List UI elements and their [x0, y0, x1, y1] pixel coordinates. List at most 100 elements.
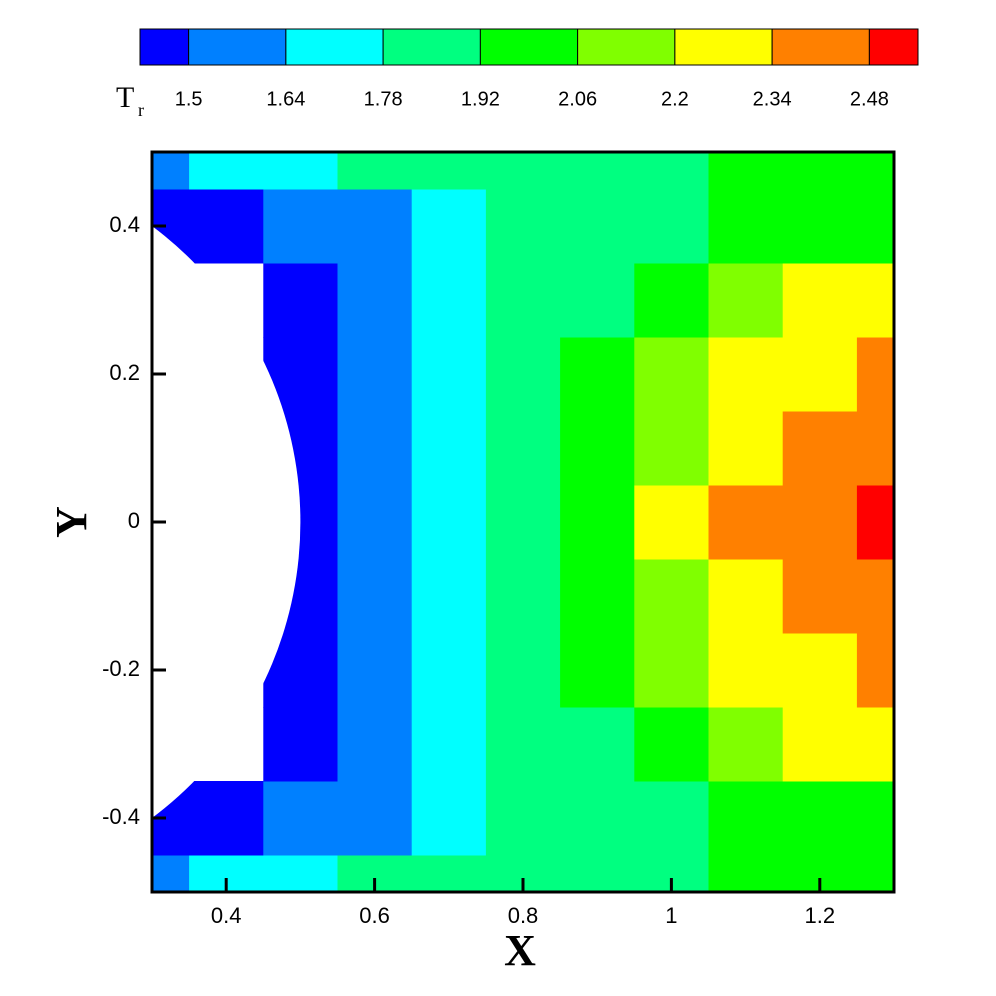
- colorbar-band: [674, 28, 773, 66]
- contour-cell: [782, 337, 858, 412]
- contour-cell: [782, 559, 858, 634]
- y-tick-label: 0.4: [109, 212, 140, 237]
- contour-cell: [263, 189, 338, 264]
- contour-cell: [337, 263, 413, 338]
- contour-cell: [782, 707, 858, 782]
- contour-cell: [263, 781, 338, 856]
- contour-cell: [708, 263, 784, 338]
- contour-cell: [560, 781, 635, 856]
- contour-cell: [411, 485, 487, 560]
- colorbar-tick-label: 2.34: [753, 88, 792, 110]
- contour-cell: [634, 707, 709, 782]
- contour-cell: [263, 707, 338, 782]
- contour-cell: [152, 152, 190, 190]
- x-tick-label: 0.6: [359, 903, 390, 928]
- colorbar-tick-label: 1.64: [266, 88, 305, 110]
- contour-cell: [782, 485, 858, 560]
- contour-cell: [485, 707, 561, 782]
- y-tick-label: -0.2: [102, 656, 140, 681]
- colorbar-band: [188, 28, 287, 66]
- contour-cell: [856, 189, 894, 264]
- contour-cell: [560, 189, 635, 264]
- y-tick-label: 0.2: [109, 360, 140, 385]
- contour-cell: [560, 263, 635, 338]
- contour-cell: [856, 485, 894, 560]
- contour-cell: [411, 263, 487, 338]
- contour-cell: [708, 411, 784, 486]
- contour-cell: [560, 633, 635, 708]
- contour-cell: [485, 189, 561, 264]
- contour-cell: [485, 633, 561, 708]
- y-axis-label: Y: [47, 506, 96, 538]
- contour-cell: [337, 559, 413, 634]
- contour-cell: [708, 633, 784, 708]
- colorbar-band: [382, 28, 481, 66]
- contour-cell: [560, 707, 635, 782]
- contour-cell: [634, 152, 709, 190]
- colorbar-band: [139, 28, 190, 66]
- contour-cell: [560, 559, 635, 634]
- contour-cell: [634, 411, 709, 486]
- colorbar-tick-label: 1.78: [364, 88, 403, 110]
- contour-cell: [337, 189, 413, 264]
- contour-cell: [856, 707, 894, 782]
- contour-cell: [782, 781, 858, 856]
- contour-cell: [856, 337, 894, 412]
- contour-cell: [782, 411, 858, 486]
- contour-cell: [411, 152, 487, 190]
- contour-cell: [337, 411, 413, 486]
- contour-cell: [708, 707, 784, 782]
- contour-cell: [337, 707, 413, 782]
- contour-cell: [708, 485, 784, 560]
- axes: 0.4 0.6 0.8 1 1.2 -0.4 -0.2 0 0.2 0.4: [102, 150, 896, 928]
- contour-cell: [152, 855, 190, 892]
- contour-cell: [856, 411, 894, 486]
- contour-cell: [411, 189, 487, 264]
- contour-cell: [560, 337, 635, 412]
- colorbar-label-sub: r: [138, 100, 144, 120]
- contour-cell: [337, 152, 413, 190]
- contour-cell: [263, 263, 338, 338]
- colorbar-label: T: [116, 81, 134, 114]
- body: [152, 226, 301, 818]
- colorbar-tick-label: 2.48: [850, 88, 889, 110]
- contour-cell: [411, 707, 487, 782]
- colorbar-band: [285, 28, 384, 66]
- contour-cell: [485, 411, 561, 486]
- y-tick-label: 0: [128, 508, 140, 533]
- contour-cell: [337, 485, 413, 560]
- contour-cell: [782, 263, 858, 338]
- contour-cell: [560, 485, 635, 560]
- contour-cell: [337, 337, 413, 412]
- contour-cell: [856, 633, 894, 708]
- contour-cell: [634, 189, 709, 264]
- contour-cell: [856, 781, 894, 856]
- contour-cell: [411, 855, 487, 892]
- contour-cell: [634, 559, 709, 634]
- colorbar-band: [868, 28, 919, 66]
- y-tick-label: -0.4: [102, 804, 140, 829]
- contour-cell: [782, 633, 858, 708]
- contour-cell: [782, 152, 858, 190]
- contour-cell: [189, 781, 264, 856]
- contour-cell: [708, 152, 784, 190]
- contour-cell: [263, 855, 338, 892]
- contour-cell: [856, 855, 894, 892]
- contour-cell: [856, 559, 894, 634]
- colorbar-tick-label: 2.2: [661, 88, 689, 110]
- colorbar-band: [479, 28, 579, 66]
- contour-cell: [856, 152, 894, 190]
- colorbar-tick-label: 1.5: [175, 88, 203, 110]
- contour-cell: [560, 411, 635, 486]
- contour-cell: [411, 411, 487, 486]
- contour-cell: [560, 855, 635, 892]
- contour-cell: [337, 781, 413, 856]
- contour-cell: [634, 781, 709, 856]
- contour-cell: [485, 559, 561, 634]
- contour-cell: [708, 337, 784, 412]
- colorbar-tick-label: 1.92: [461, 88, 500, 110]
- contour-cell: [189, 189, 264, 264]
- x-tick-label: 0.8: [508, 903, 539, 928]
- contour-cell: [856, 263, 894, 338]
